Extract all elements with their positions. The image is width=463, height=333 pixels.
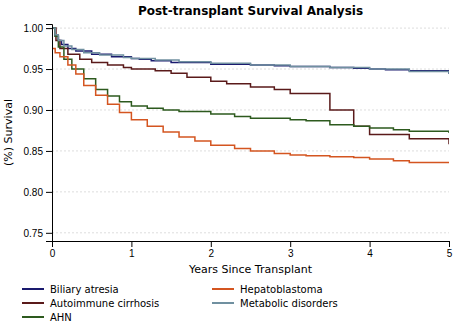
grid-line — [52, 28, 449, 29]
legend-item: Hepatoblastoma — [212, 284, 323, 295]
series-line — [52, 49, 449, 164]
tick: 0.85 — [24, 146, 52, 157]
tick-label: 0 — [50, 248, 56, 259]
tick: 3 — [288, 241, 294, 259]
series-line — [52, 28, 449, 74]
tick: 0.80 — [24, 187, 52, 198]
tick: 1.00 — [24, 23, 52, 34]
tick: 0 — [50, 241, 56, 259]
tick-mark — [370, 241, 371, 247]
tick-label: 0.95 — [24, 64, 44, 75]
tick-mark — [131, 241, 132, 247]
legend-label: Metabolic disorders — [240, 298, 338, 309]
plot: 0 1 2 3 4 5 0.75 0.80 0.85 0.90 0.95 1.00 Years Sinc… — [2, 23, 453, 276]
tick-mark — [46, 28, 52, 29]
legend-item: Biliary atresia — [22, 284, 119, 295]
tick: 0.75 — [24, 228, 52, 239]
tick: 2 — [209, 241, 215, 259]
series-group — [52, 28, 449, 163]
tick-mark — [46, 69, 52, 70]
tick-label: 0.90 — [24, 105, 44, 116]
tick: 4 — [367, 241, 373, 259]
tick: 1 — [129, 241, 135, 259]
tick-label: 5 — [447, 248, 453, 259]
tick-label: 4 — [367, 248, 373, 259]
x-axis-title: Years Since Transplant — [188, 263, 313, 276]
series-line — [52, 28, 449, 144]
tick-label: 1 — [129, 248, 135, 259]
legend: Biliary atresia Autoimmune cirrhosis AHN He… — [22, 284, 338, 323]
axis-line — [46, 25, 53, 242]
tick-mark — [46, 233, 52, 234]
grid — [52, 28, 449, 233]
legend-label: Autoimmune cirrhosis — [50, 298, 159, 309]
y-axis: 0.75 0.80 0.85 0.90 0.95 1.00 — [24, 23, 53, 242]
chart: 0 1 2 3 4 5 0.75 0.80 0.85 0.90 0.95 1.00 Years Sinc… — [0, 0, 463, 333]
tick-label: 0.80 — [24, 187, 44, 198]
grid-line — [52, 232, 449, 233]
tick-label: 3 — [288, 248, 294, 259]
tick-mark — [46, 151, 52, 152]
legend-swatch — [22, 288, 44, 290]
tick: 0.90 — [24, 105, 52, 116]
axis-line — [53, 242, 450, 248]
legend-label: Hepatoblastoma — [240, 284, 323, 295]
tick-label: 1.00 — [24, 23, 44, 34]
legend-swatch — [22, 316, 44, 318]
legend-swatch — [212, 288, 234, 290]
legend-item: Autoimmune cirrhosis — [22, 298, 159, 309]
grid-line — [52, 191, 449, 192]
tick-mark — [290, 241, 291, 247]
tick-label: 2 — [209, 248, 215, 259]
legend-label: AHN — [50, 312, 72, 323]
legend-label: Biliary atresia — [50, 284, 119, 295]
grid-line — [52, 109, 449, 110]
series-line — [52, 28, 449, 133]
tick: 5 — [447, 241, 453, 259]
tick: 0.95 — [24, 64, 52, 75]
tick-mark — [211, 241, 212, 247]
title: Post-transplant Survival Analysis — [138, 4, 363, 18]
tick-mark — [449, 241, 450, 247]
x-axis: 0 1 2 3 4 5 — [50, 241, 453, 259]
legend-item: Metabolic disorders — [212, 298, 338, 309]
tick-label: 0.85 — [24, 146, 44, 157]
tick-mark — [46, 110, 52, 111]
tick-label: 0.75 — [24, 228, 44, 239]
legend-swatch — [212, 302, 234, 304]
y-axis-title: (%) Survival — [2, 99, 15, 166]
series-line — [52, 28, 449, 74]
legend-swatch — [22, 302, 44, 304]
legend-item: AHN — [22, 312, 72, 323]
tick-mark — [46, 192, 52, 193]
